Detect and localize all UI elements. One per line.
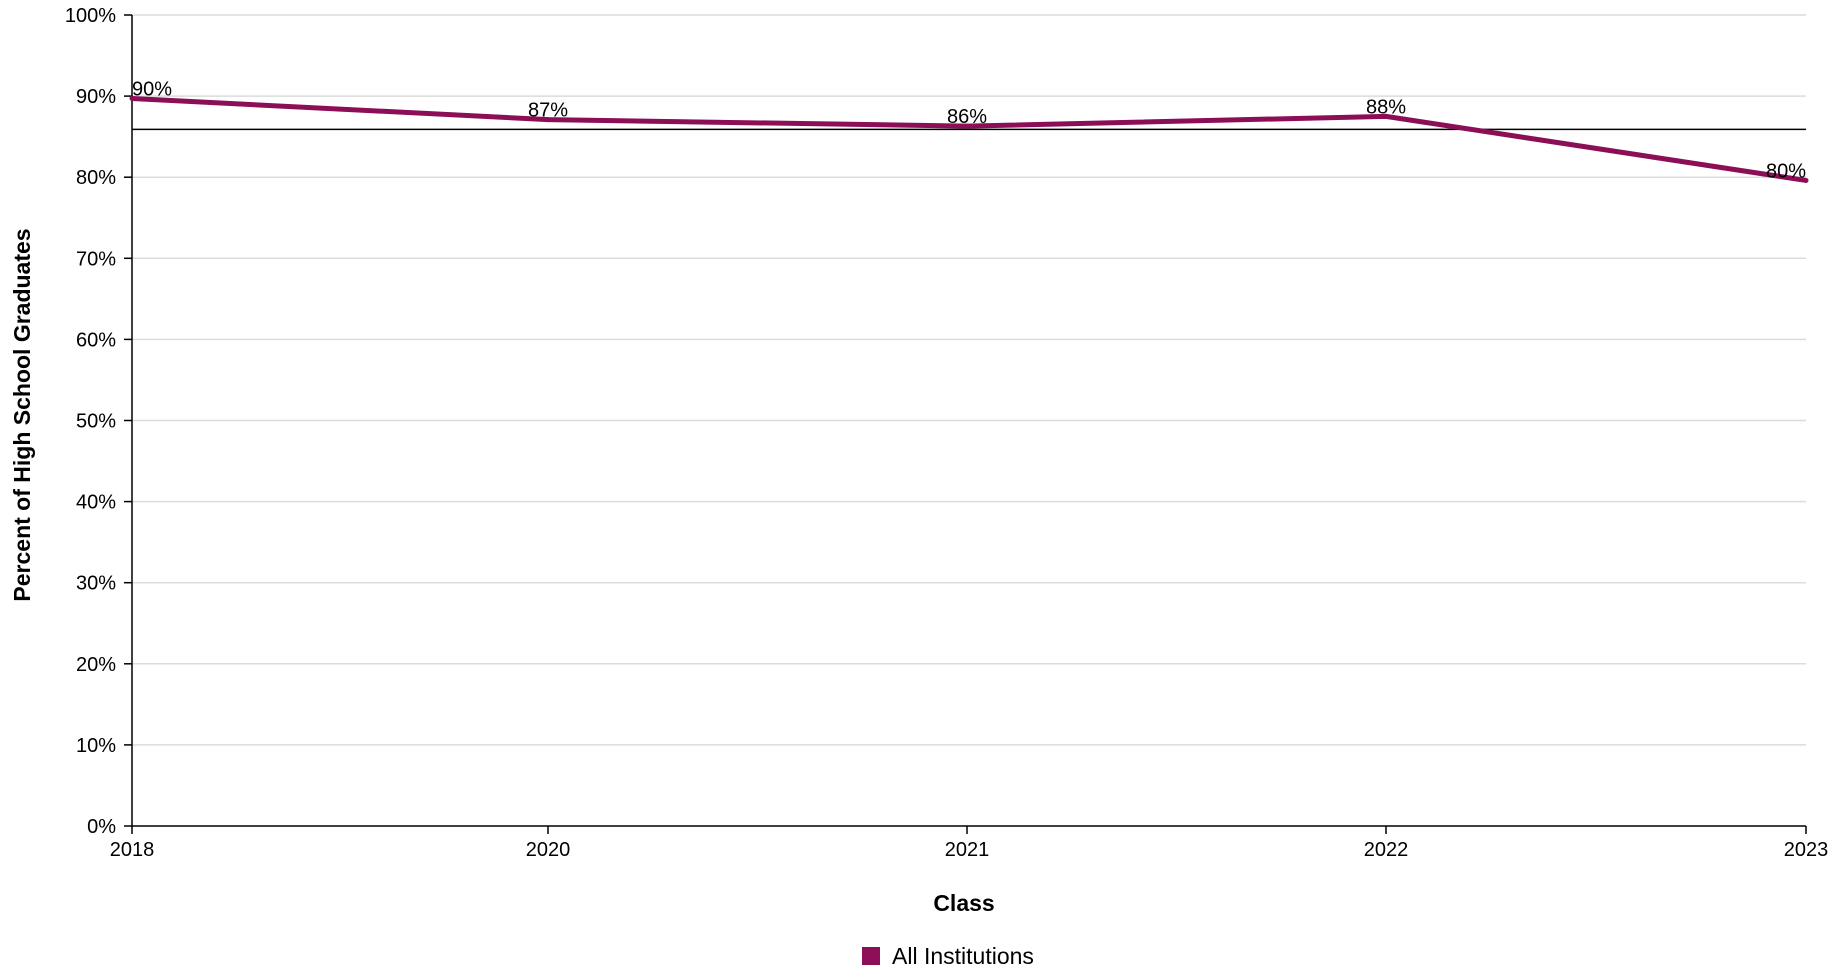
axes: 0% 10% 20% 30% 40% 50% 60% 70% 80% 90% 100% 2018 202… (65, 5, 1828, 861)
x-tick-label: 2021 (945, 839, 990, 861)
data-label: 88% (1366, 96, 1406, 118)
data-point (129, 96, 135, 102)
gridlines (132, 14, 1806, 746)
series-layer (129, 96, 1809, 183)
data-label: 87% (528, 100, 568, 122)
x-tick-label: 2018 (110, 839, 155, 861)
y-axis-title: Percent of High School Graduates (9, 228, 35, 601)
legend-label: All Institutions (892, 943, 1034, 968)
y-tick-label: 40% (76, 492, 116, 514)
y-tick-label: 100% (65, 5, 116, 27)
y-tick-label: 80% (76, 167, 116, 189)
data-point (1383, 113, 1389, 119)
legend: All Institutions (862, 943, 1034, 968)
data-label: 90% (132, 79, 172, 101)
x-axis-title: Class (933, 890, 994, 916)
x-tick-label: 2020 (526, 839, 571, 861)
y-tick-label: 30% (76, 573, 116, 595)
data-labels: 90% 87% 86% 88% 80% (132, 79, 1806, 183)
y-tick-label: 70% (76, 248, 116, 270)
y-tick-label: 0% (87, 816, 116, 838)
x-tick-label: 2022 (1364, 839, 1409, 861)
y-tick-label: 60% (76, 329, 116, 351)
x-tick-label: 2023 (1784, 839, 1829, 861)
data-label: 80% (1766, 160, 1806, 182)
y-tick-label: 10% (76, 735, 116, 757)
y-tick-label: 20% (76, 654, 116, 676)
data-point (964, 123, 970, 129)
y-tick-label: 50% (76, 411, 116, 433)
data-label: 86% (947, 106, 987, 128)
data-point (545, 117, 551, 123)
y-tick-label: 90% (76, 86, 116, 108)
legend-swatch (862, 947, 880, 965)
data-point (1803, 177, 1809, 183)
